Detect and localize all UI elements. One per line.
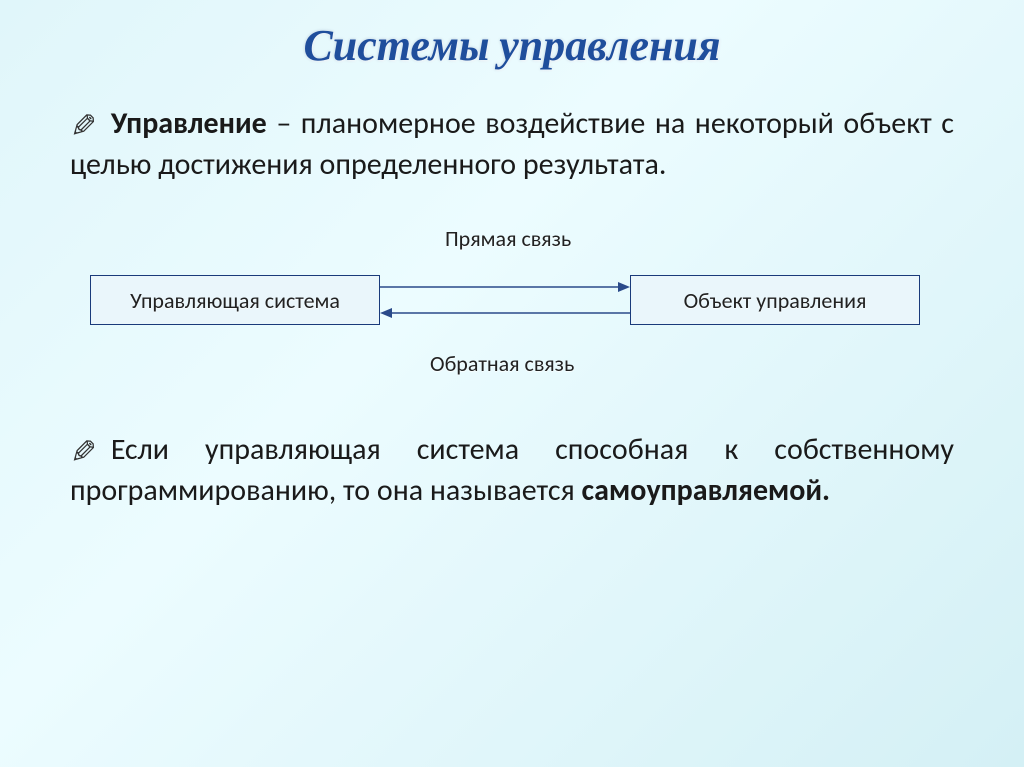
paragraph-note: ✎Если управляющая система способная к со…: [70, 427, 954, 511]
forward-link-label: Прямая связь: [445, 225, 571, 252]
control-system-diagram: Прямая связь Управляющая система Объект …: [60, 205, 964, 405]
paragraph-definition: ✎Управление – планомерное воздействие на…: [70, 101, 954, 185]
slide: Системы управления ✎Управление – планоме…: [0, 0, 1024, 767]
slide-title: Системы управления: [60, 20, 964, 71]
arrow-feedback-icon: [380, 305, 630, 321]
node-object: Объект управления: [630, 275, 920, 325]
definition-term: Управление: [111, 105, 267, 142]
note-bold: самоуправляемой.: [582, 472, 831, 509]
node-controller: Управляющая система: [90, 275, 380, 325]
hand-pen-icon: ✎: [70, 431, 97, 474]
hand-pen-icon: ✎: [70, 105, 97, 148]
arrow-forward-icon: [380, 279, 630, 295]
feedback-link-label: Обратная связь: [430, 350, 574, 377]
